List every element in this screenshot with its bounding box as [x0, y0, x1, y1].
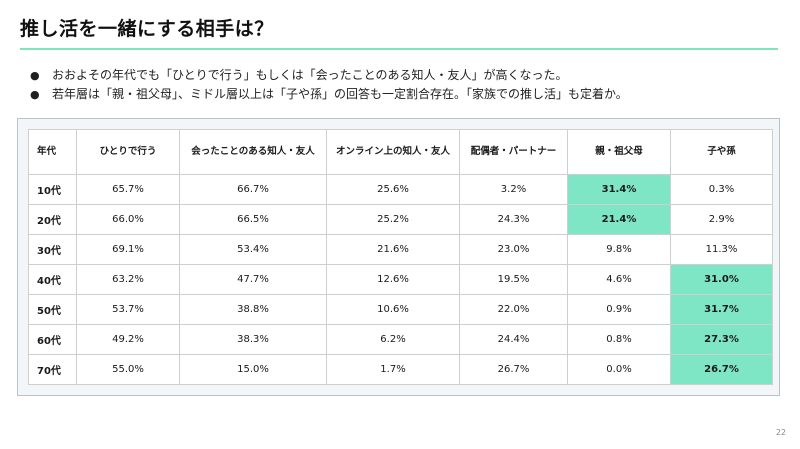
value-cell: 24.4% [459, 324, 568, 355]
value-cell: 15.0% [179, 354, 327, 385]
bullet-dot-icon: ● [30, 88, 40, 101]
value-cell: 27.3% [670, 324, 773, 355]
bullet-item: ● 若年層は「親・祖父母」、ミドル層以上は「子や孫」の回答も一定割合存在。「家族… [30, 85, 628, 104]
value-cell: 65.7% [76, 174, 180, 205]
value-cell: 23.0% [459, 234, 568, 265]
value-cell: 31.7% [670, 294, 773, 325]
table-row: 20代 66.0% 66.5% 25.2% 24.3% 21.4% 2.9% [28, 204, 773, 235]
table-row: 10代 65.7% 66.7% 25.6% 3.2% 31.4% 0.3% [28, 174, 773, 205]
value-cell: 38.3% [179, 324, 327, 355]
table-row: 30代 69.1% 53.4% 21.6% 23.0% 9.8% 11.3% [28, 234, 773, 265]
value-cell: 0.0% [567, 354, 671, 385]
header-cell-children: 子や孫 [670, 129, 773, 175]
value-cell: 66.5% [179, 204, 327, 235]
table-container: 年代 ひとりで行う 会ったことのある知人・友人 オンライン上の知人・友人 配偶者… [17, 118, 780, 396]
row-label-cell: 20代 [28, 204, 77, 235]
header-cell-online-friends: オンライン上の知人・友人 [326, 129, 460, 175]
bullet-list: ● おおよその年代でも「ひとりで行う」もしくは「会ったことのある知人・友人」が高… [30, 66, 628, 104]
value-cell: 49.2% [76, 324, 180, 355]
value-cell: 11.3% [670, 234, 773, 265]
bullet-dot-icon: ● [30, 69, 40, 82]
value-cell: 55.0% [76, 354, 180, 385]
value-cell: 66.0% [76, 204, 180, 235]
header-cell-alone: ひとりで行う [76, 129, 180, 175]
value-cell: 31.0% [670, 264, 773, 295]
row-label-cell: 60代 [28, 324, 77, 355]
value-cell: 26.7% [670, 354, 773, 385]
value-cell: 24.3% [459, 204, 568, 235]
value-cell: 53.4% [179, 234, 327, 265]
page-number: 22 [775, 428, 786, 437]
row-label-cell: 70代 [28, 354, 77, 385]
bullet-text: 若年層は「親・祖父母」、ミドル層以上は「子や孫」の回答も一定割合存在。「家族での… [52, 87, 628, 101]
header-cell-age: 年代 [28, 129, 77, 175]
table-row: 60代 49.2% 38.3% 6.2% 24.4% 0.8% 27.3% [28, 324, 773, 355]
bullet-item: ● おおよその年代でも「ひとりで行う」もしくは「会ったことのある知人・友人」が高… [30, 66, 628, 85]
header-cell-parents: 親・祖父母 [567, 129, 671, 175]
value-cell: 22.0% [459, 294, 568, 325]
value-cell: 1.7% [326, 354, 460, 385]
value-cell: 12.6% [326, 264, 460, 295]
value-cell: 53.7% [76, 294, 180, 325]
value-cell: 26.7% [459, 354, 568, 385]
value-cell: 6.2% [326, 324, 460, 355]
header-cell-met-friends: 会ったことのある知人・友人 [179, 129, 327, 175]
value-cell: 0.9% [567, 294, 671, 325]
row-label-cell: 50代 [28, 294, 77, 325]
value-cell: 3.2% [459, 174, 568, 205]
value-cell: 25.6% [326, 174, 460, 205]
value-cell: 21.6% [326, 234, 460, 265]
value-cell: 9.8% [567, 234, 671, 265]
value-cell: 47.7% [179, 264, 327, 295]
table-header-row: 年代 ひとりで行う 会ったことのある知人・友人 オンライン上の知人・友人 配偶者… [28, 129, 773, 175]
value-cell: 66.7% [179, 174, 327, 205]
value-cell: 19.5% [459, 264, 568, 295]
bullet-text: おおよその年代でも「ひとりで行う」もしくは「会ったことのある知人・友人」が高くな… [52, 68, 568, 82]
table-row: 40代 63.2% 47.7% 12.6% 19.5% 4.6% 31.0% [28, 264, 773, 295]
value-cell: 0.3% [670, 174, 773, 205]
row-label-cell: 30代 [28, 234, 77, 265]
page-title: 推し活を一緒にする相手は？ [20, 18, 274, 40]
value-cell: 38.8% [179, 294, 327, 325]
title-underline [20, 48, 778, 50]
row-label-cell: 40代 [28, 264, 77, 295]
value-cell: 2.9% [670, 204, 773, 235]
value-cell: 0.8% [567, 324, 671, 355]
value-cell: 4.6% [567, 264, 671, 295]
row-label-cell: 10代 [28, 174, 77, 205]
value-cell: 63.2% [76, 264, 180, 295]
value-cell: 69.1% [76, 234, 180, 265]
value-cell: 10.6% [326, 294, 460, 325]
value-cell: 21.4% [567, 204, 671, 235]
value-cell: 25.2% [326, 204, 460, 235]
header-cell-spouse: 配偶者・パートナー [459, 129, 568, 175]
table-row: 50代 53.7% 38.8% 10.6% 22.0% 0.9% 31.7% [28, 294, 773, 325]
data-table: 年代 ひとりで行う 会ったことのある知人・友人 オンライン上の知人・友人 配偶者… [28, 129, 773, 385]
table-row: 70代 55.0% 15.0% 1.7% 26.7% 0.0% 26.7% [28, 354, 773, 385]
value-cell: 31.4% [567, 174, 671, 205]
